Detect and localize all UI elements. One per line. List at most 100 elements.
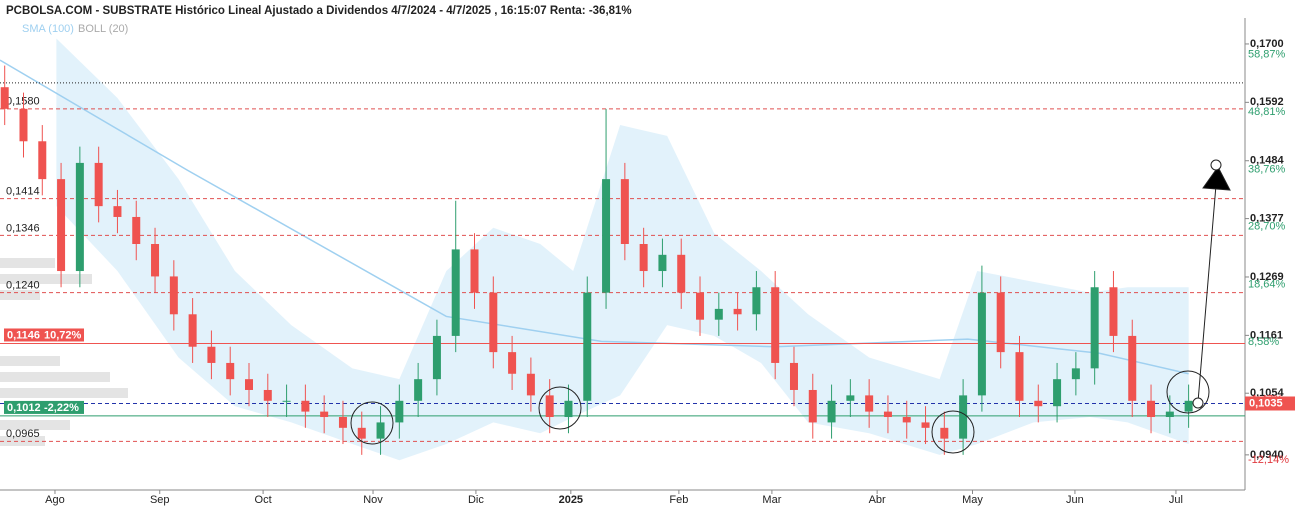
- candle-body: [414, 379, 423, 401]
- candle-body: [357, 427, 366, 439]
- candle-body: [75, 162, 84, 272]
- level-label: 0,0965: [6, 428, 40, 440]
- candle-body: [38, 141, 47, 180]
- candle-body: [395, 400, 404, 423]
- candle-body: [696, 292, 705, 320]
- candle-body: [808, 389, 817, 423]
- candle-body: [883, 411, 892, 418]
- candle-body: [19, 108, 28, 142]
- candle-body: [602, 179, 611, 293]
- level-label: 0,1414: [6, 185, 40, 197]
- candle-body: [1165, 411, 1174, 418]
- level-label: 0,1240: [6, 280, 40, 292]
- pct-label: 18,64%: [1248, 278, 1286, 290]
- annotation-circle: [350, 401, 394, 445]
- candle-body: [263, 389, 272, 401]
- candle-body: [0, 87, 9, 109]
- x-tick-label: Ago: [45, 494, 65, 506]
- candle-body: [245, 379, 253, 390]
- level-pct: 10,72%: [44, 329, 82, 341]
- annotation-arrow: [1197, 184, 1217, 403]
- last-price-box: [1245, 396, 1295, 411]
- candle-body: [545, 395, 554, 418]
- chart-title: PCBOLSA.COM - SUBSTRATE Histórico Lineal…: [6, 5, 632, 17]
- candle-body: [320, 411, 329, 418]
- candle-body: [996, 292, 1005, 353]
- candle-body: [677, 254, 686, 293]
- candle-body: [1053, 379, 1062, 407]
- candle-body: [714, 308, 723, 320]
- candle-body: [846, 395, 855, 401]
- candle-body: [470, 249, 479, 293]
- candle-body: [1147, 400, 1156, 418]
- x-tick-label: Dic: [468, 494, 484, 506]
- pct-label: 58,87%: [1248, 49, 1286, 61]
- annotations: [350, 159, 1231, 454]
- candle-body: [827, 400, 836, 423]
- candle-body: [865, 395, 874, 412]
- candle-body: [226, 362, 235, 380]
- candle-body: [583, 292, 592, 401]
- last-price-label: 0,1035: [1249, 397, 1283, 409]
- candle-body: [57, 179, 66, 272]
- x-tick-label: Sep: [150, 494, 170, 506]
- pct-label: 8,58%: [1248, 336, 1279, 348]
- x-tick-label: Oct: [255, 494, 272, 506]
- candle-body: [526, 373, 535, 396]
- candle-body: [1034, 400, 1043, 407]
- candle-body: [620, 179, 629, 244]
- pct-label: 28,70%: [1248, 221, 1286, 233]
- y-tick-label: 0,1700: [1250, 38, 1284, 50]
- candle-body: [94, 162, 103, 207]
- candle-body: [338, 417, 347, 428]
- candle-body: [921, 422, 930, 428]
- level-label: 0,1580: [6, 96, 40, 108]
- level-pct: -2,22%: [44, 402, 79, 414]
- candle-body: [1071, 368, 1080, 380]
- candle-body: [489, 292, 498, 353]
- y-tick-label: 0,1377: [1250, 212, 1284, 224]
- x-tick-label: 2025: [559, 494, 583, 506]
- candle-body: [1128, 335, 1137, 401]
- candle-body: [301, 400, 310, 412]
- candle-body: [771, 287, 780, 363]
- level-box: [4, 328, 84, 342]
- level-label: 0,1146: [7, 329, 40, 341]
- candle-body: [151, 243, 160, 277]
- x-tick-label: Feb: [669, 494, 688, 506]
- candle-body: [639, 243, 648, 272]
- candle-body: [1015, 352, 1024, 401]
- candle-body: [432, 335, 441, 380]
- candle-body: [977, 292, 986, 396]
- arrow-head: [1202, 166, 1231, 191]
- sma-line: [0, 59, 1189, 375]
- level-box: [4, 400, 84, 414]
- x-tick-label: Abr: [869, 494, 886, 506]
- x-tick-label: Nov: [363, 494, 383, 506]
- candle-body: [1109, 287, 1118, 336]
- y-tick-label: 0,0940: [1250, 449, 1284, 461]
- y-tick-label: 0,1161: [1250, 329, 1283, 341]
- pct-label: 48,81%: [1248, 106, 1286, 118]
- candle-body: [902, 417, 911, 423]
- candle-body: [376, 422, 385, 439]
- annotation-circle: [1166, 370, 1210, 414]
- annotation-point: [1210, 159, 1222, 171]
- candle-body: [564, 400, 573, 418]
- y-tick-label: 0,1269: [1250, 271, 1284, 283]
- x-tick-label: May: [962, 494, 983, 506]
- candle-body: [113, 206, 122, 217]
- candle-body: [752, 287, 761, 315]
- pct-label: -12,14%: [1248, 454, 1289, 466]
- annotation-point: [1192, 397, 1204, 409]
- y-tick-label: 0,1592: [1250, 96, 1284, 108]
- level-label: 0,1346: [6, 222, 40, 234]
- candle-body: [508, 352, 517, 374]
- x-tick-label: Jul: [1169, 494, 1183, 506]
- legend-sma: SMA (100): [22, 23, 74, 35]
- legend-boll: BOLL (20): [78, 23, 128, 35]
- bollinger-band: [56, 38, 1189, 461]
- candle-body: [1090, 287, 1099, 369]
- candle-body: [959, 395, 968, 439]
